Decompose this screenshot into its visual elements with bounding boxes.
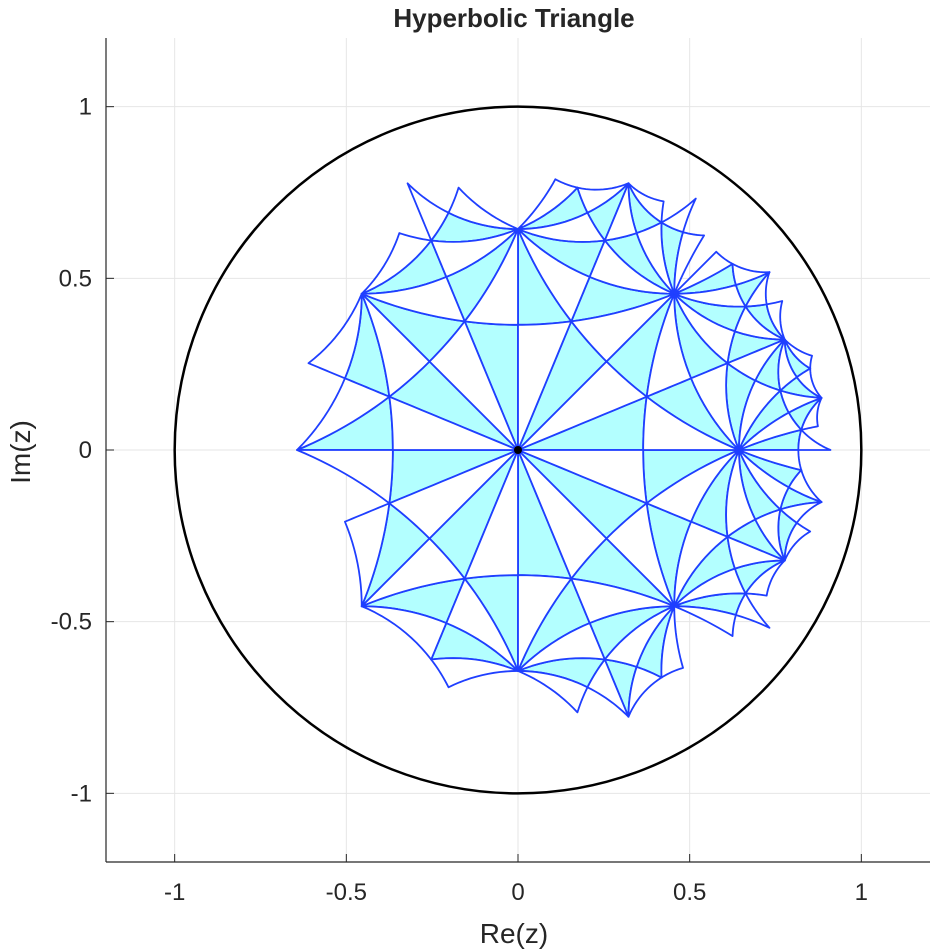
tile-28 [463, 449, 519, 580]
tile-132 [307, 292, 363, 380]
tile-67 [517, 211, 606, 243]
tile-123 [797, 428, 832, 451]
tile-112 [360, 605, 448, 661]
tile-71 [360, 276, 466, 323]
tile-130 [447, 186, 519, 230]
tile-60 [388, 449, 519, 540]
tile-61 [360, 537, 466, 608]
tile-119 [673, 250, 734, 295]
tile-73 [388, 395, 519, 451]
tile-65 [738, 411, 803, 451]
tile-115 [296, 449, 394, 505]
tile-63 [673, 284, 747, 308]
tile-26 [725, 449, 757, 538]
tile-56 [738, 449, 790, 511]
tile-11 [605, 502, 676, 608]
tile-120 [795, 367, 823, 399]
tile-62 [734, 305, 786, 341]
x-tick-labels: -1 -0.5 0 0.5 1 [164, 879, 868, 906]
y-tick-label-0: -1 [71, 780, 92, 807]
tile-113 [430, 657, 519, 689]
tile-32 [726, 338, 786, 382]
unit-circle [173, 105, 863, 795]
tile-59 [445, 577, 519, 672]
tile-9 [645, 449, 740, 523]
tile-34 [517, 228, 591, 323]
tile-133 [296, 377, 391, 451]
y-tick-label-2: 0 [79, 437, 92, 464]
tile-108 [517, 670, 589, 714]
tile-127 [673, 231, 705, 295]
tile-102 [673, 605, 737, 637]
tile-36 [428, 320, 519, 451]
tile-30 [673, 292, 736, 365]
tile-122 [800, 397, 823, 431]
tile-15 [517, 320, 573, 451]
tile-27 [570, 577, 676, 624]
tile-109 [586, 658, 630, 718]
x-axis-label: Re(z) [480, 918, 548, 949]
tile-111 [660, 605, 684, 679]
tile-114 [344, 502, 391, 608]
tile-107 [738, 449, 803, 472]
y-axis-label: Im(z) [5, 420, 36, 484]
tile-68 [635, 221, 676, 295]
tile-2 [642, 395, 740, 451]
tile-131 [406, 182, 450, 242]
tile-110 [627, 666, 663, 718]
tile-29 [517, 574, 573, 672]
tile-104 [783, 521, 812, 562]
tile-124 [576, 182, 630, 214]
tile-125 [517, 178, 579, 230]
tile-126 [627, 182, 665, 224]
tile-57 [517, 622, 606, 672]
tile-128 [660, 197, 697, 234]
x-tick-label-1: -0.5 [326, 879, 367, 906]
x-tick-label-0: -1 [164, 879, 185, 906]
tile-14 [570, 292, 676, 363]
tile-3 [517, 360, 648, 451]
tile-106 [787, 469, 823, 503]
tile-25 [673, 520, 729, 608]
tile-129 [360, 232, 433, 295]
tile-1 [517, 449, 648, 505]
tile-101 [744, 559, 786, 597]
tile-72 [360, 292, 431, 398]
tile-58 [603, 605, 676, 668]
tiling-edges [296, 178, 832, 718]
tile-121 [783, 338, 813, 370]
tile-66 [779, 389, 823, 414]
tile-31 [738, 379, 782, 451]
origin-marker [514, 446, 522, 454]
tile-12 [690, 362, 740, 451]
tile-53 [673, 567, 747, 608]
y-tick-label-1: -0.5 [51, 609, 92, 636]
tile-10 [517, 449, 608, 580]
tile-54 [726, 535, 786, 570]
tile-70 [430, 228, 519, 278]
tile-69 [603, 182, 638, 242]
tile-64 [777, 338, 798, 392]
tile-13 [645, 292, 692, 398]
x-tick-label-4: 1 [855, 879, 868, 906]
tile-33 [588, 239, 676, 295]
y-tick-labels: -1 -0.5 0 0.5 1 [51, 94, 92, 808]
tile-35 [463, 228, 519, 326]
y-tick-label-3: 0.5 [59, 265, 92, 292]
tile-55 [754, 508, 786, 562]
tile-117 [744, 271, 771, 308]
x-tick-label-2: 0 [511, 879, 524, 906]
tile-118 [731, 263, 771, 286]
tile-105 [779, 501, 823, 524]
tile-103 [734, 592, 771, 629]
chart-title: Hyperbolic Triangle [393, 3, 634, 33]
y-tick-label-4: 1 [79, 94, 92, 121]
tile-116 [765, 300, 786, 341]
axes [105, 38, 930, 863]
x-tick-label-3: 0.5 [673, 879, 706, 906]
